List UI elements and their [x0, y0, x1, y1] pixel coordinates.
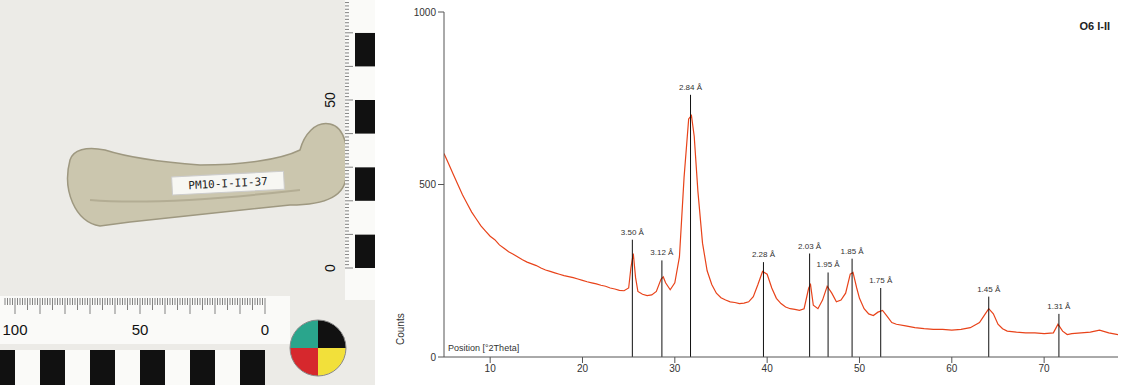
- svg-text:50: 50: [854, 363, 866, 374]
- svg-text:30: 30: [669, 363, 681, 374]
- svg-text:70: 70: [1039, 363, 1051, 374]
- svg-text:0: 0: [261, 321, 269, 338]
- svg-text:3.50 Å: 3.50 Å: [621, 228, 645, 237]
- svg-text:3.12 Å: 3.12 Å: [650, 248, 674, 257]
- svg-text:1.75 Å: 1.75 Å: [869, 276, 893, 285]
- svg-text:40: 40: [762, 363, 774, 374]
- svg-text:20: 20: [577, 363, 589, 374]
- svg-text:Counts: Counts: [395, 313, 406, 345]
- svg-text:60: 60: [946, 363, 958, 374]
- svg-text:10: 10: [485, 363, 497, 374]
- svg-text:1.95 Å: 1.95 Å: [817, 260, 841, 269]
- svg-text:1.31 Å: 1.31 Å: [1047, 302, 1071, 311]
- svg-text:2.84 Å: 2.84 Å: [679, 83, 703, 92]
- svg-text:1.45 Å: 1.45 Å: [977, 285, 1001, 294]
- svg-text:100: 100: [2, 321, 27, 338]
- svg-text:1000: 1000: [414, 7, 437, 18]
- html-text:O6 I-II: O6 I-II: [1079, 20, 1110, 32]
- svg-text:50: 50: [132, 321, 149, 338]
- svg-text:0: 0: [430, 352, 436, 363]
- svg-text:2.28 Å: 2.28 Å: [752, 250, 776, 259]
- svg-text:1.85 Å: 1.85 Å: [841, 247, 865, 256]
- svg-text:50: 50: [322, 92, 338, 108]
- svg-text:500: 500: [419, 179, 436, 190]
- svg-text:0: 0: [322, 264, 338, 272]
- svg-text:2.03 Å: 2.03 Å: [798, 242, 822, 251]
- html-text:Position [°2Theta]: Position [°2Theta]: [448, 343, 520, 353]
- svg-text:PM10-I-II-37: PM10-I-II-37: [188, 175, 268, 192]
